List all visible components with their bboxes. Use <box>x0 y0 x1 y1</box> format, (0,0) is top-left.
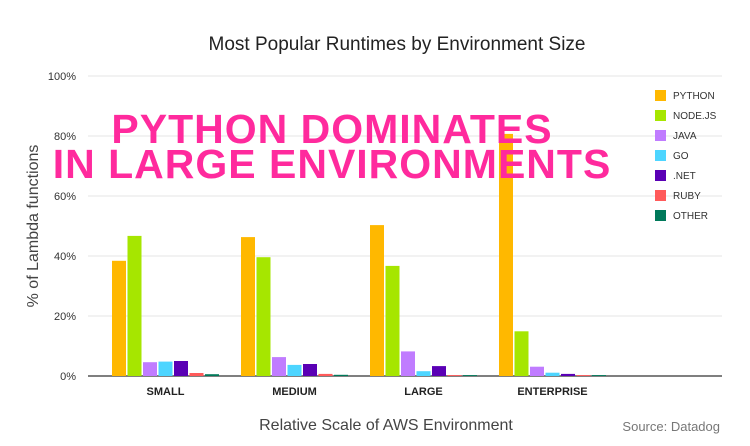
x-tick-label: ENTERPRISE <box>517 386 587 398</box>
bar-net-enterprise <box>561 373 575 376</box>
bar-net-medium <box>303 364 317 376</box>
legend-swatch <box>655 110 666 121</box>
bar-nodejs-large <box>385 265 400 376</box>
y-tick-label: 100% <box>48 71 76 83</box>
legend-label: JAVA <box>673 131 697 142</box>
y-tick-label: 40% <box>54 251 76 263</box>
y-axis-label: % of Lambda functions <box>25 145 42 308</box>
x-axis-label: Relative Scale of AWS Environment <box>259 417 513 434</box>
bar-python-enterprise <box>499 133 513 376</box>
legend-label: NODE.JS <box>673 111 717 122</box>
legend-swatch <box>655 190 666 201</box>
legend-swatch <box>655 150 666 161</box>
bar-ruby-enterprise <box>576 375 591 376</box>
bar-python-large <box>370 225 384 376</box>
legend-swatch <box>655 210 666 221</box>
bar-net-small <box>174 361 188 376</box>
bar-ruby-large <box>447 375 462 376</box>
legend-label: RUBY <box>673 191 701 202</box>
y-tick-label: 0% <box>60 371 76 383</box>
bar-go-large <box>416 371 431 376</box>
bar-other-medium <box>334 374 348 376</box>
x-tick-label: SMALL <box>147 386 185 398</box>
bar-other-large <box>463 375 477 376</box>
bar-nodejs-medium <box>256 257 271 376</box>
bar-net-large <box>432 366 446 376</box>
headline-line-2: IN LARGE ENVIRONMENTS <box>53 141 612 187</box>
legend-label: GO <box>673 151 689 162</box>
x-tick-label: LARGE <box>404 386 443 398</box>
bar-python-medium <box>241 237 255 376</box>
bar-nodejs-small <box>127 235 142 376</box>
bar-nodejs-enterprise <box>514 331 529 376</box>
bar-java-small <box>143 362 157 376</box>
y-tick-label: 80% <box>54 131 76 143</box>
bar-python-small <box>112 260 126 376</box>
bar-other-enterprise <box>592 375 606 376</box>
source-note: Source: Datadog <box>622 419 720 434</box>
legend-label: .NET <box>673 171 696 182</box>
bar-go-enterprise <box>545 372 560 376</box>
legend-swatch <box>655 90 666 101</box>
legend-swatch <box>655 170 666 181</box>
bar-java-medium <box>272 357 286 376</box>
bar-ruby-medium <box>318 373 333 376</box>
y-tick-label: 60% <box>54 191 76 203</box>
headline-line-1: PYTHON DOMINATES <box>111 106 552 152</box>
legend-swatch <box>655 130 666 141</box>
legend-label: PYTHON <box>673 91 715 102</box>
bar-go-medium <box>287 364 302 376</box>
bar-java-large <box>401 351 415 376</box>
legend-label: OTHER <box>673 211 708 222</box>
bar-other-small <box>205 374 219 376</box>
bar-go-small <box>158 361 173 376</box>
bar-java-enterprise <box>530 366 544 376</box>
bar-ruby-small <box>189 373 204 376</box>
y-tick-label: 20% <box>54 311 76 323</box>
chart-title: Most Popular Runtimes by Environment Siz… <box>209 34 586 55</box>
x-tick-label: MEDIUM <box>272 386 317 398</box>
